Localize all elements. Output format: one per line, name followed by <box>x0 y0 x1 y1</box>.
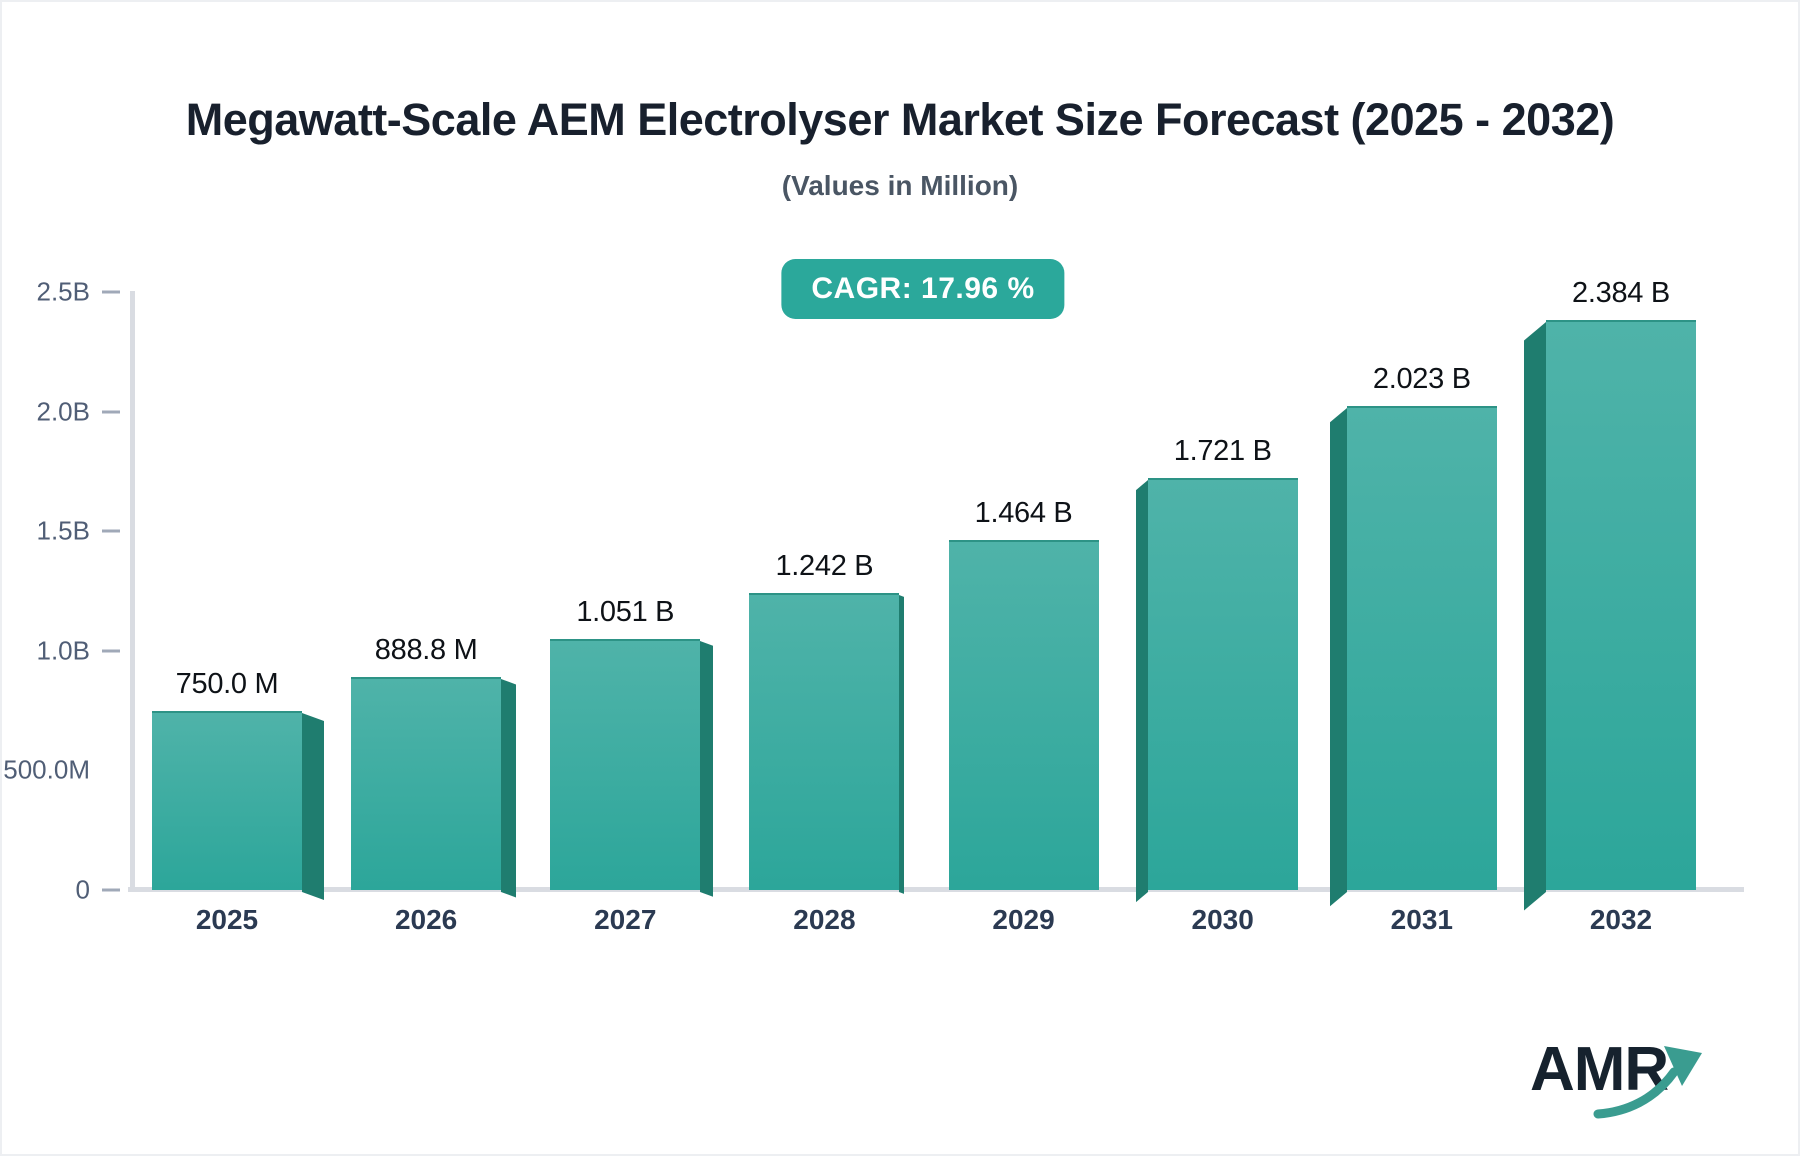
x-axis-label-2027: 2027 <box>594 904 657 935</box>
bar-side-shadow <box>700 640 714 897</box>
y-tick-dash <box>102 888 120 892</box>
bar-2029: 1.464 B <box>948 497 1099 890</box>
bar-2030: 1.721 B <box>1135 435 1298 903</box>
bar-value-label: 1.721 B <box>1173 435 1272 468</box>
bar-value-label: 1.051 B <box>576 595 675 628</box>
bar-side-shadow <box>1523 321 1546 911</box>
bar-side-shadow <box>302 712 324 900</box>
y-tick-dash <box>102 649 120 653</box>
y-axis-line <box>130 291 135 890</box>
amr-logo: AMR <box>1530 1034 1720 1124</box>
x-axis-label-2028: 2028 <box>793 904 856 935</box>
y-tick-label: 1.0B <box>36 635 91 666</box>
x-axis-line <box>128 887 1744 892</box>
bar-value-label: 1.464 B <box>974 496 1073 529</box>
bar-value-label: 2.023 B <box>1372 363 1471 396</box>
bar-value-label: 888.8 M <box>374 634 478 667</box>
y-tick-dash <box>102 529 120 533</box>
y-tick-label: 2.0B <box>36 396 91 427</box>
x-axis-label-2031: 2031 <box>1390 904 1453 935</box>
y-tick-label: 1.5B <box>36 515 91 546</box>
bar-side-shadow <box>899 594 905 894</box>
bar-2028: 1.242 B <box>749 550 905 894</box>
bar-value-label: 1.242 B <box>775 549 874 582</box>
y-tick-dash <box>102 410 120 414</box>
x-axis-label-2029: 2029 <box>992 904 1055 935</box>
x-axis-label-2030: 2030 <box>1191 904 1254 935</box>
x-axis-label-2032: 2032 <box>1589 904 1653 935</box>
bar-side-shadow <box>1135 480 1148 903</box>
bar-2026: 888.8 M <box>351 634 517 898</box>
y-tick-dash <box>102 290 120 294</box>
y-tick-label: 2.5B <box>36 276 91 307</box>
chart-subtitle: (Values in Million) <box>781 170 1019 201</box>
bar-2027: 1.051 B <box>550 596 714 897</box>
bar-2025: 750.0 M <box>152 668 324 900</box>
cagr-badge: CAGR: 17.96 % <box>781 259 1065 319</box>
chart-title: Megawatt-Scale AEM Electrolyser Market S… <box>185 94 1615 145</box>
x-axis-label-2025: 2025 <box>195 904 259 935</box>
bar-2031: 2.023 B <box>1329 363 1497 907</box>
amr-logo-text: AMR <box>1530 1035 1669 1104</box>
bar-side-shadow <box>1329 408 1347 907</box>
bar-2032: 2.384 B <box>1523 277 1696 911</box>
x-axis-label-2026: 2026 <box>394 904 458 935</box>
growth-arrow-icon <box>1593 1046 1702 1119</box>
bar-value-label: 2.384 B <box>1572 276 1670 309</box>
bar-value-label: 750.0 M <box>175 667 279 700</box>
y-tick-label: 0 <box>75 874 90 905</box>
bar-side-shadow <box>501 679 517 898</box>
y-tick-label: 500.0M <box>3 754 90 785</box>
